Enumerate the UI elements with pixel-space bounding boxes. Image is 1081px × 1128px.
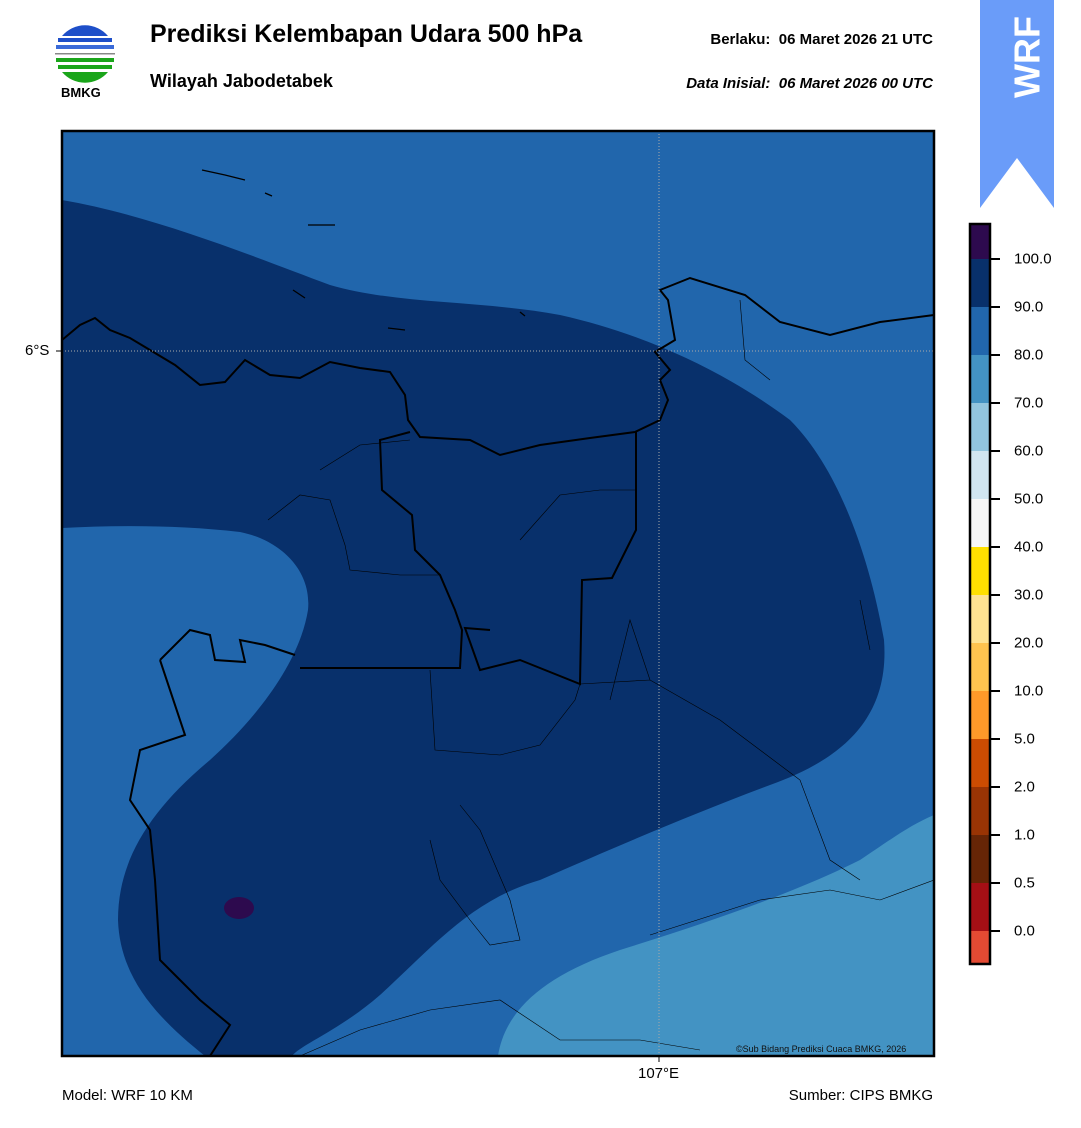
colorbar <box>968 222 1000 966</box>
init-label: Data Inisial: <box>686 75 771 92</box>
logo-text: BMKG <box>61 85 101 100</box>
init-time: Data Inisial: 06 Maret 2026 00 UTC <box>686 75 933 92</box>
admin-boundaries <box>267 299 934 1056</box>
colorbar-label: 2.0 <box>1014 778 1035 796</box>
colorbar-label: 50.0 <box>1014 490 1044 508</box>
valid-time: Berlaku: 06 Maret 2026 21 UTC <box>710 31 933 48</box>
bmkg-logo <box>55 25 115 83</box>
colorbar-label: 0.0 <box>1014 922 1035 940</box>
colorbar-segment <box>970 931 990 964</box>
colorbar-label: 0.5 <box>1014 874 1035 892</box>
colorbar-segment <box>970 499 990 547</box>
colorbar-segment <box>970 224 990 259</box>
region-subtitle: Wilayah Jabodetabek <box>150 71 333 91</box>
colorbar-label: 5.0 <box>1014 730 1035 748</box>
colorbar-segment <box>970 883 990 931</box>
init-value: 06 Maret 2026 00 UTC <box>778 75 933 92</box>
valid-label: Berlaku: <box>710 31 771 48</box>
copyright: ©Sub Bidang Prediksi Cuaca BMKG, 2026 <box>736 1044 907 1054</box>
colorbar-label: 100.0 <box>1014 250 1052 268</box>
colorbar-label: 70.0 <box>1014 394 1044 412</box>
colorbar-segment <box>970 691 990 739</box>
colorbar-label: 60.0 <box>1014 442 1044 460</box>
wrf-badge: WRF <box>980 0 1054 208</box>
colorbar-label: 90.0 <box>1014 298 1044 316</box>
colorbar-segment <box>970 355 990 403</box>
field-70-80 <box>498 815 934 1056</box>
colorbar-segment <box>970 451 990 499</box>
islands <box>201 169 526 331</box>
field-100-plus <box>224 897 254 919</box>
map-frame <box>60 129 936 1058</box>
source-label: Sumber: CIPS BMKG <box>788 1087 933 1104</box>
colorbar-label: 80.0 <box>1014 346 1044 364</box>
colorbar-segment <box>970 547 990 595</box>
colorbar-label: 30.0 <box>1014 586 1044 604</box>
longitude-label: 107°E <box>638 1065 680 1082</box>
colorbar-segment <box>970 643 990 691</box>
colorbar-label: 1.0 <box>1014 826 1035 844</box>
latitude-label: 6°S <box>25 342 50 359</box>
colorbar-label: 20.0 <box>1014 634 1044 652</box>
page-title: Prediksi Kelembapan Udara 500 hPa <box>150 20 583 48</box>
valid-value: 06 Maret 2026 21 UTC <box>778 31 933 48</box>
model-label: Model: WRF 10 KM <box>62 1087 193 1104</box>
colorbar-segment <box>970 307 990 355</box>
wrf-text: WRF <box>1007 16 1048 98</box>
colorbar-segment <box>970 787 990 835</box>
colorbar-segment <box>970 595 990 643</box>
colorbar-segment <box>970 403 990 451</box>
colorbar-segment <box>970 259 990 307</box>
colorbar-label: 10.0 <box>1014 682 1044 700</box>
colorbar-segment <box>970 739 990 787</box>
colorbar-segment <box>970 835 990 883</box>
colorbar-label: 40.0 <box>1014 538 1044 556</box>
